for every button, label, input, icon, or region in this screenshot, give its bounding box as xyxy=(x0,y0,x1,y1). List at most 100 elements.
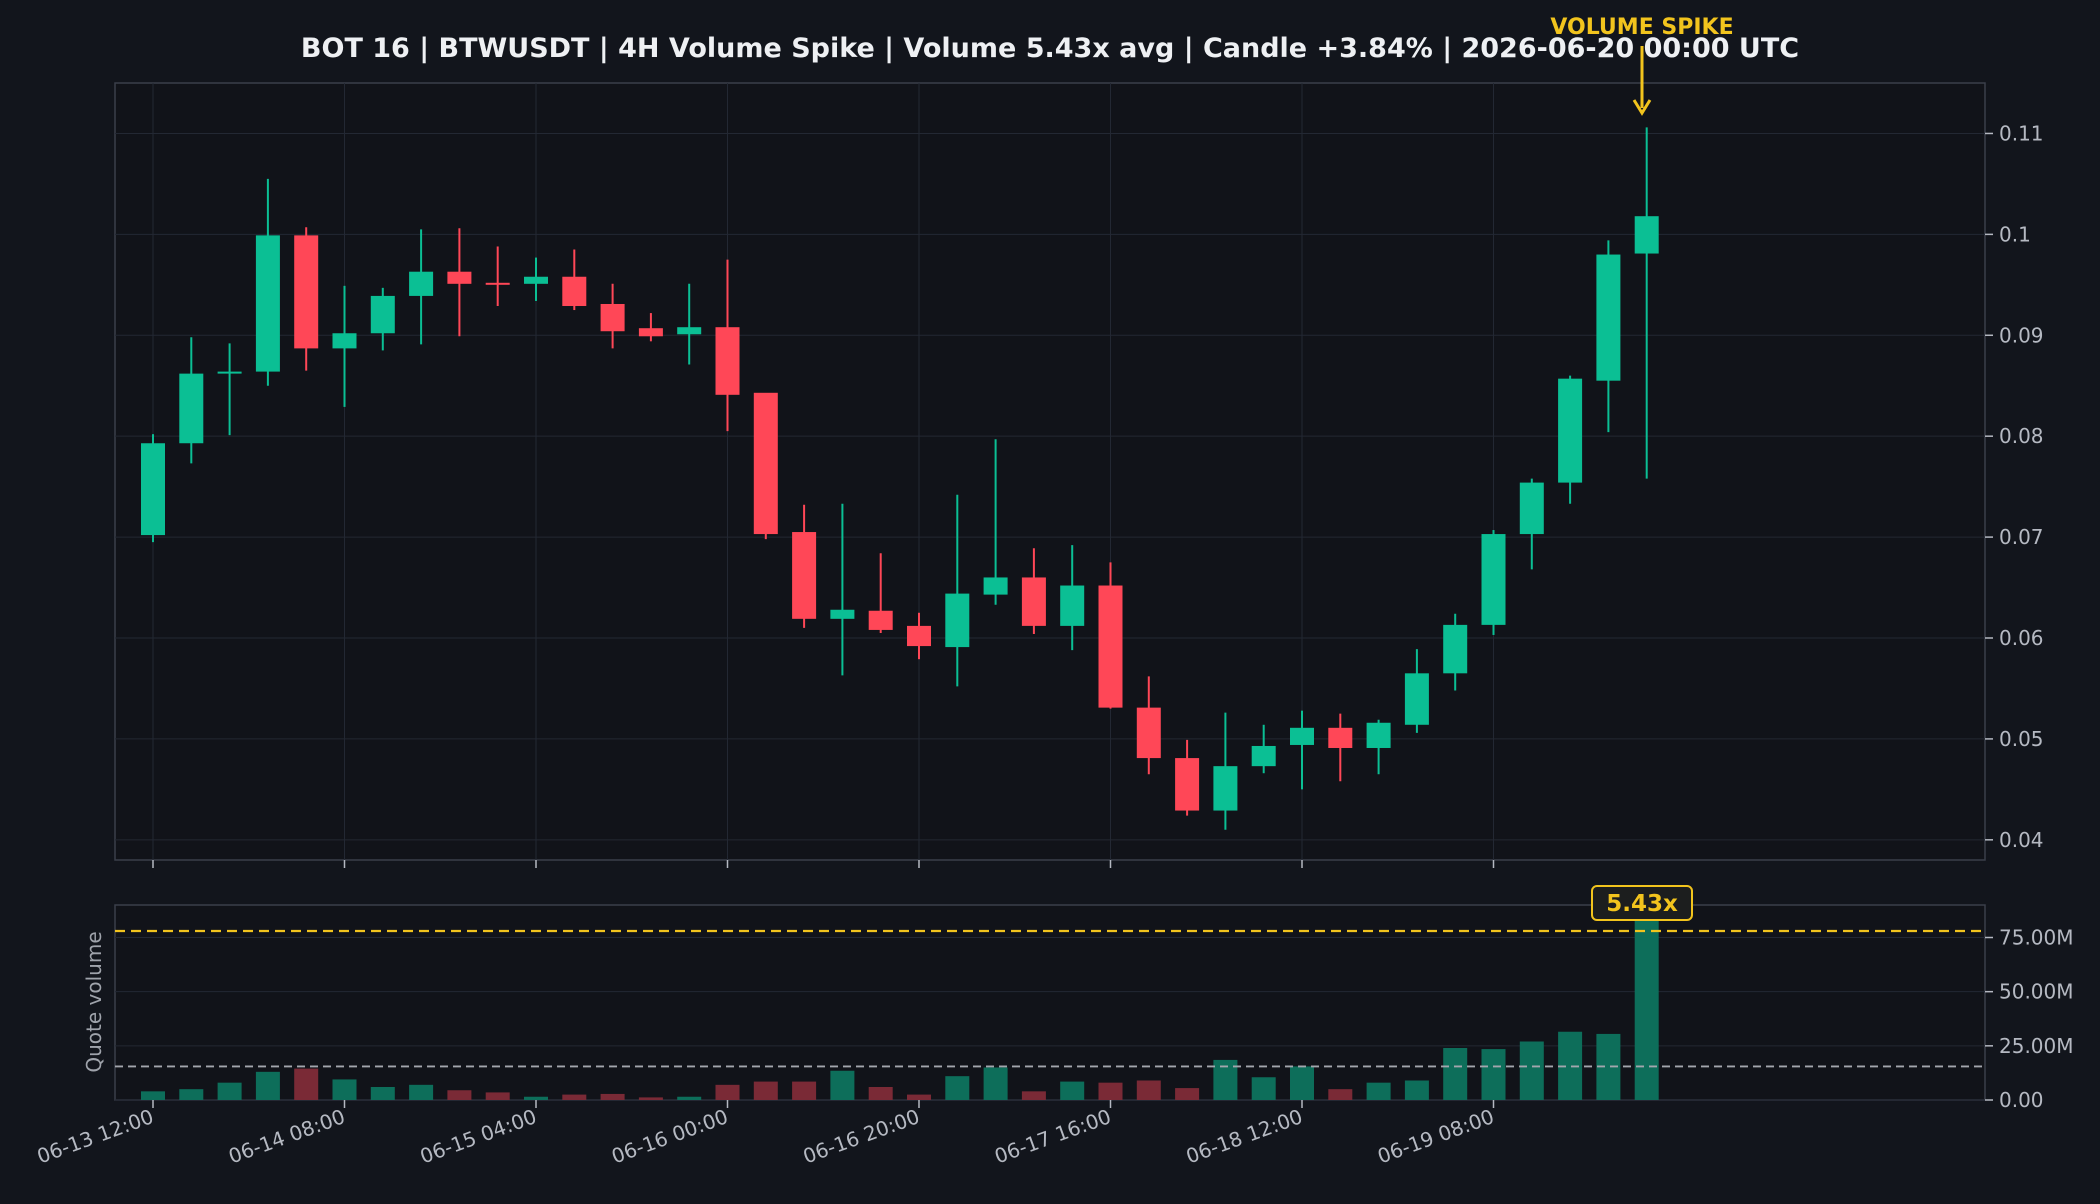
volume-bar xyxy=(562,1094,587,1100)
candle-body xyxy=(294,235,319,349)
candle-body xyxy=(1519,482,1544,535)
candle-body xyxy=(179,373,204,444)
candle-body xyxy=(677,327,702,335)
price-tick-label: 0.06 xyxy=(1999,626,2044,650)
volume-bar xyxy=(983,1067,1008,1100)
volume-bar xyxy=(1021,1091,1046,1100)
candle-body xyxy=(945,593,970,648)
volume-bar xyxy=(1290,1066,1314,1100)
price-tick-label: 0.04 xyxy=(1999,828,2044,852)
volume-axis-label: Quote volume xyxy=(82,931,106,1072)
price-gridlines xyxy=(115,132,1985,841)
candle-body xyxy=(524,276,548,284)
candle-body xyxy=(907,625,931,647)
candle-body xyxy=(600,303,625,332)
candles-layer xyxy=(141,127,1659,830)
candle-body xyxy=(370,295,395,334)
volume-bar xyxy=(830,1070,855,1100)
candle-body xyxy=(217,371,242,374)
volume-bar xyxy=(753,1081,778,1100)
candle-body xyxy=(1481,534,1506,625)
volume-tick-label: 25.00M xyxy=(1999,1034,2074,1058)
price-tick-label: 0.09 xyxy=(1999,323,2044,347)
volume-bar xyxy=(1136,1080,1161,1100)
candle-body xyxy=(1404,673,1429,725)
volume-bar xyxy=(370,1087,395,1100)
volume-bar xyxy=(255,1071,280,1100)
price-tick-label: 0.1 xyxy=(1999,222,2031,246)
price-tick-label: 0.07 xyxy=(1999,525,2044,549)
volume-bar xyxy=(677,1096,702,1100)
chart-title: BOT 16 | BTWUSDT | 4H Volume Spike | Vol… xyxy=(301,33,1799,64)
candle-body xyxy=(1251,745,1276,767)
volume-tick-label: 50.00M xyxy=(1999,980,2074,1004)
candle-body xyxy=(792,532,817,619)
candle-body xyxy=(1596,254,1621,381)
volume-tick-label: 75.00M xyxy=(1999,926,2074,950)
price-tick-label: 0.08 xyxy=(1999,424,2044,448)
volume-bar xyxy=(1366,1082,1391,1100)
candle-body xyxy=(1558,378,1583,483)
candle-body xyxy=(1098,585,1123,708)
volume-bar xyxy=(1481,1049,1506,1100)
volume-bar xyxy=(1098,1082,1123,1100)
candle-body xyxy=(638,328,663,337)
candle-body xyxy=(1175,758,1200,811)
volume-bar xyxy=(332,1079,357,1100)
candle-body xyxy=(447,271,472,284)
volume-bar xyxy=(638,1097,663,1100)
candle-body xyxy=(141,443,165,536)
multiplier-badge-box xyxy=(1591,885,1693,921)
price-tick-label: 0.11 xyxy=(1999,121,2044,145)
volume-bar xyxy=(1328,1089,1353,1100)
price-panel xyxy=(114,82,1986,861)
candle-body xyxy=(1634,216,1659,254)
volume-tick-label: 0.00 xyxy=(1999,1088,2044,1112)
volume-bar xyxy=(945,1076,970,1100)
candle-body xyxy=(1213,766,1238,811)
volume-bar xyxy=(907,1094,931,1100)
spike-arrow-head xyxy=(1632,99,1652,116)
candle-body xyxy=(1328,727,1353,748)
multiplier-badge-label: 5.43x xyxy=(1606,891,1678,917)
volume-bars-layer xyxy=(141,915,1659,1100)
volume-bar xyxy=(1519,1041,1544,1100)
volume-bar xyxy=(1634,915,1659,1100)
candle-body xyxy=(255,235,280,372)
volume-spike-label: VOLUME SPIKE xyxy=(1550,15,1733,40)
candle-body xyxy=(868,610,893,630)
volume-bar xyxy=(447,1090,472,1100)
candle-body xyxy=(562,276,587,307)
volume-bar xyxy=(600,1093,625,1100)
volume-panel xyxy=(114,904,1986,1101)
candle-body xyxy=(983,577,1008,595)
volume-bar xyxy=(141,1091,165,1100)
volume-bar xyxy=(217,1082,242,1100)
candle-body xyxy=(753,392,778,535)
candle-body xyxy=(830,609,855,619)
candle-body xyxy=(485,282,510,285)
candle-body xyxy=(1060,585,1085,626)
candle-body xyxy=(409,271,434,296)
candle-body xyxy=(1021,577,1046,626)
volume-bar xyxy=(294,1068,319,1100)
candle-body xyxy=(1290,727,1314,745)
spike-annotation: VOLUME SPIKE 5.43x xyxy=(1550,15,1734,921)
volume-bar xyxy=(1060,1081,1085,1100)
price-tick-label: 0.05 xyxy=(1999,727,2044,751)
volume-bar xyxy=(1443,1048,1468,1100)
volume-bar xyxy=(179,1089,204,1100)
price-axis: 0.04 0.05 0.06 0.07 0.08 0.09 0.1 0.11 xyxy=(1985,121,2044,852)
candle-body xyxy=(332,333,357,349)
volume-reference-lines xyxy=(115,929,1985,1068)
candle-body xyxy=(715,327,740,395)
volume-bar xyxy=(485,1092,510,1100)
candle-body xyxy=(1443,624,1468,674)
volume-bar xyxy=(1175,1088,1200,1100)
volume-bar xyxy=(524,1096,548,1100)
candle-body xyxy=(1366,722,1391,748)
volume-bar xyxy=(1251,1077,1276,1100)
volume-axis: 0.00 25.00M 50.00M 75.00M xyxy=(1985,926,2074,1112)
